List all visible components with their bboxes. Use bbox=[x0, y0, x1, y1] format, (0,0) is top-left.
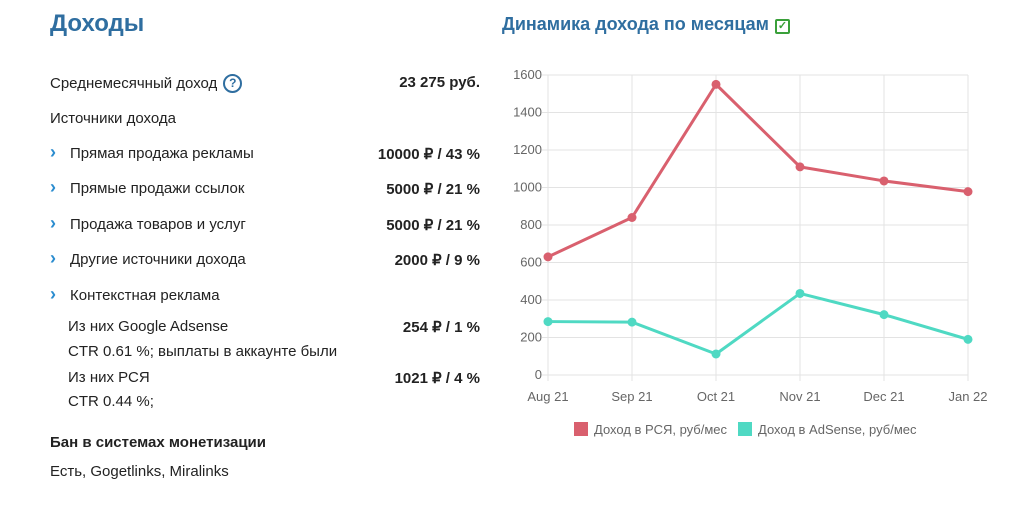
chart-title: Динамика дохода по месяцам ✓ bbox=[502, 14, 790, 35]
data-point bbox=[963, 187, 973, 197]
data-point bbox=[543, 317, 553, 327]
y-tick-label: 800 bbox=[520, 217, 542, 232]
data-point bbox=[795, 288, 805, 298]
rsya-label: Из них РСЯ bbox=[68, 369, 150, 386]
legend-label: Доход в AdSense, руб/мес bbox=[758, 422, 917, 437]
y-tick-label: 600 bbox=[520, 255, 542, 270]
income-panel: Доходы Среднемесячный доход? 23 275 руб.… bbox=[50, 10, 480, 480]
x-tick-label: Nov 21 bbox=[779, 389, 820, 404]
x-tick-label: Oct 21 bbox=[697, 389, 735, 404]
data-point bbox=[879, 176, 889, 186]
chevron-right-icon[interactable]: › bbox=[50, 142, 56, 162]
help-icon[interactable]: ? bbox=[223, 74, 243, 93]
data-point bbox=[795, 162, 805, 172]
chevron-right-icon[interactable]: › bbox=[50, 177, 56, 197]
series-line bbox=[547, 291, 969, 356]
x-tick-label: Sep 21 bbox=[611, 389, 652, 404]
source-label: Продажа товаров и услуг bbox=[70, 216, 246, 233]
data-point bbox=[711, 79, 721, 89]
data-point bbox=[879, 310, 889, 320]
y-tick-label: 1600 bbox=[513, 67, 542, 82]
x-tick-label: Dec 21 bbox=[863, 389, 904, 404]
x-tick-label: Jan 22 bbox=[948, 389, 987, 404]
chevron-right-icon[interactable]: › bbox=[50, 284, 56, 304]
source-label: Прямая продажа рекламы bbox=[70, 145, 254, 162]
source-label: Контекстная реклама bbox=[70, 287, 220, 304]
legend-swatch bbox=[738, 422, 752, 436]
source-label: Прямые продажи ссылок bbox=[70, 180, 245, 197]
y-tick-label: 1000 bbox=[513, 180, 542, 195]
data-point bbox=[711, 349, 721, 359]
y-tick-label: 200 bbox=[520, 330, 542, 345]
rsya-value: 1021 ₽ / 4 % bbox=[394, 370, 480, 387]
adsense-value: 254 ₽ / 1 % bbox=[402, 319, 480, 336]
y-tick-label: 1200 bbox=[513, 142, 542, 157]
source-value: 5000 ₽ / 21 % bbox=[386, 181, 480, 198]
legend-swatch bbox=[574, 422, 588, 436]
avg-income-value: 23 275 руб. bbox=[399, 74, 480, 91]
legend-label: Доход в РСЯ, руб/мес bbox=[594, 422, 728, 437]
data-point bbox=[543, 252, 553, 262]
adsense-label: Из них Google Adsense bbox=[68, 318, 229, 335]
page-title: Доходы bbox=[50, 10, 145, 37]
checkbox-checked-icon[interactable]: ✓ bbox=[775, 19, 790, 34]
y-tick-label: 400 bbox=[520, 292, 542, 307]
chevron-right-icon[interactable]: › bbox=[50, 248, 56, 268]
source-label: Другие источники дохода bbox=[70, 251, 246, 268]
y-tick-label: 1400 bbox=[513, 105, 542, 120]
data-point bbox=[627, 213, 637, 222]
chevron-right-icon[interactable]: › bbox=[50, 213, 56, 233]
series-line bbox=[547, 82, 969, 259]
avg-income-label: Среднемесячный доход bbox=[50, 75, 218, 92]
source-value: 5000 ₽ / 21 % bbox=[386, 217, 480, 234]
data-point bbox=[627, 317, 637, 327]
data-point bbox=[963, 334, 973, 344]
y-tick-label: 0 bbox=[535, 367, 542, 382]
source-value: 10000 ₽ / 43 % bbox=[377, 146, 480, 163]
source-value: 2000 ₽ / 9 % bbox=[394, 252, 480, 269]
x-tick-label: Aug 21 bbox=[527, 389, 568, 404]
